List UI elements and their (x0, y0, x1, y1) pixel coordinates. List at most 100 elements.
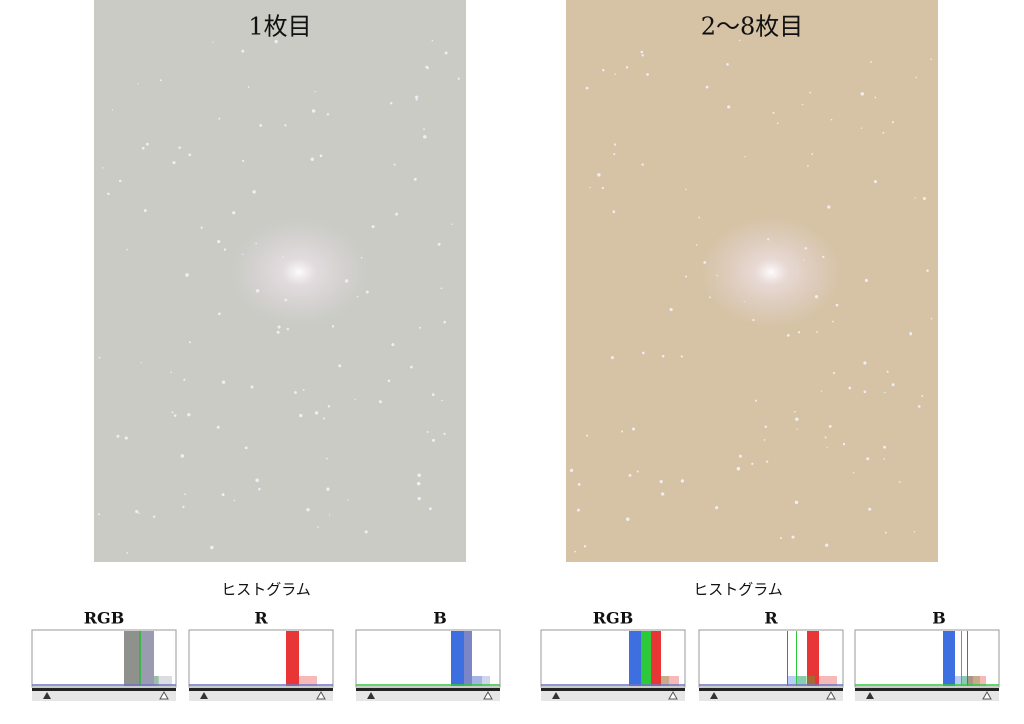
star (111, 109, 114, 111)
scale-track (699, 691, 843, 701)
histogram-spike (787, 631, 788, 686)
star (883, 458, 886, 460)
star (188, 341, 191, 344)
star (294, 391, 297, 394)
star (772, 111, 775, 114)
star (641, 351, 645, 355)
histogram-tail (299, 676, 317, 686)
star (172, 161, 176, 165)
star (860, 127, 863, 129)
star (824, 436, 827, 439)
star (276, 330, 280, 334)
star (284, 124, 287, 127)
white-point (982, 690, 992, 700)
histogram-box (188, 629, 334, 688)
star (601, 186, 604, 190)
star (116, 434, 120, 438)
white-point (316, 690, 326, 700)
star (443, 432, 446, 436)
star (597, 173, 601, 177)
star (221, 493, 225, 497)
star (145, 142, 149, 146)
histogram-tail (819, 676, 837, 686)
star (252, 190, 256, 194)
star (695, 244, 698, 246)
star (860, 92, 864, 96)
star (830, 118, 833, 121)
star (884, 391, 886, 394)
histogram-spike (651, 631, 661, 686)
star (431, 39, 434, 42)
star (173, 414, 177, 417)
star (416, 481, 421, 486)
star (135, 509, 139, 514)
star (242, 159, 245, 162)
star (763, 439, 766, 441)
star (185, 273, 189, 277)
star (915, 76, 918, 79)
white-point (483, 690, 493, 700)
star (317, 526, 319, 528)
star (410, 365, 413, 369)
star (828, 424, 832, 428)
star (98, 356, 101, 359)
star (171, 411, 174, 414)
histogram-tail (154, 676, 172, 686)
star (425, 65, 429, 69)
star (212, 41, 214, 43)
star (140, 362, 142, 364)
scale-bar (356, 688, 500, 691)
star (107, 192, 110, 196)
star (882, 131, 885, 134)
star (437, 242, 441, 246)
star (216, 425, 220, 429)
star (371, 225, 375, 229)
star (98, 513, 100, 516)
star (423, 135, 427, 139)
histogram-box (355, 629, 501, 688)
photo-title: 2〜8枚目 (701, 13, 804, 41)
star (868, 507, 872, 511)
star (926, 269, 929, 272)
star (255, 478, 259, 483)
star (441, 399, 443, 402)
star (182, 505, 185, 508)
star (883, 445, 887, 449)
star (922, 197, 926, 200)
star (200, 226, 203, 229)
white-point (668, 690, 678, 700)
star (831, 320, 834, 323)
star (636, 470, 639, 473)
star (331, 325, 335, 328)
star (820, 390, 823, 392)
star (827, 205, 831, 209)
histogram-spike (967, 631, 968, 686)
histogram-label: B (433, 609, 447, 628)
star (306, 507, 310, 512)
star (223, 248, 227, 251)
star (354, 398, 356, 401)
white-point (159, 690, 169, 700)
star (141, 146, 145, 150)
star (786, 334, 790, 337)
star (866, 457, 870, 461)
star (326, 487, 330, 491)
star (137, 83, 139, 85)
star (210, 545, 214, 550)
star (378, 400, 382, 404)
star (628, 473, 632, 477)
star (791, 535, 795, 539)
star (863, 361, 867, 365)
star (159, 79, 162, 82)
star (583, 545, 587, 548)
star (898, 481, 901, 483)
histogram-spike (124, 631, 140, 686)
star (417, 496, 421, 501)
black-point (367, 692, 375, 699)
star (766, 460, 769, 463)
star (387, 379, 391, 383)
star (825, 543, 829, 547)
nebula (229, 217, 369, 327)
star (170, 371, 172, 374)
